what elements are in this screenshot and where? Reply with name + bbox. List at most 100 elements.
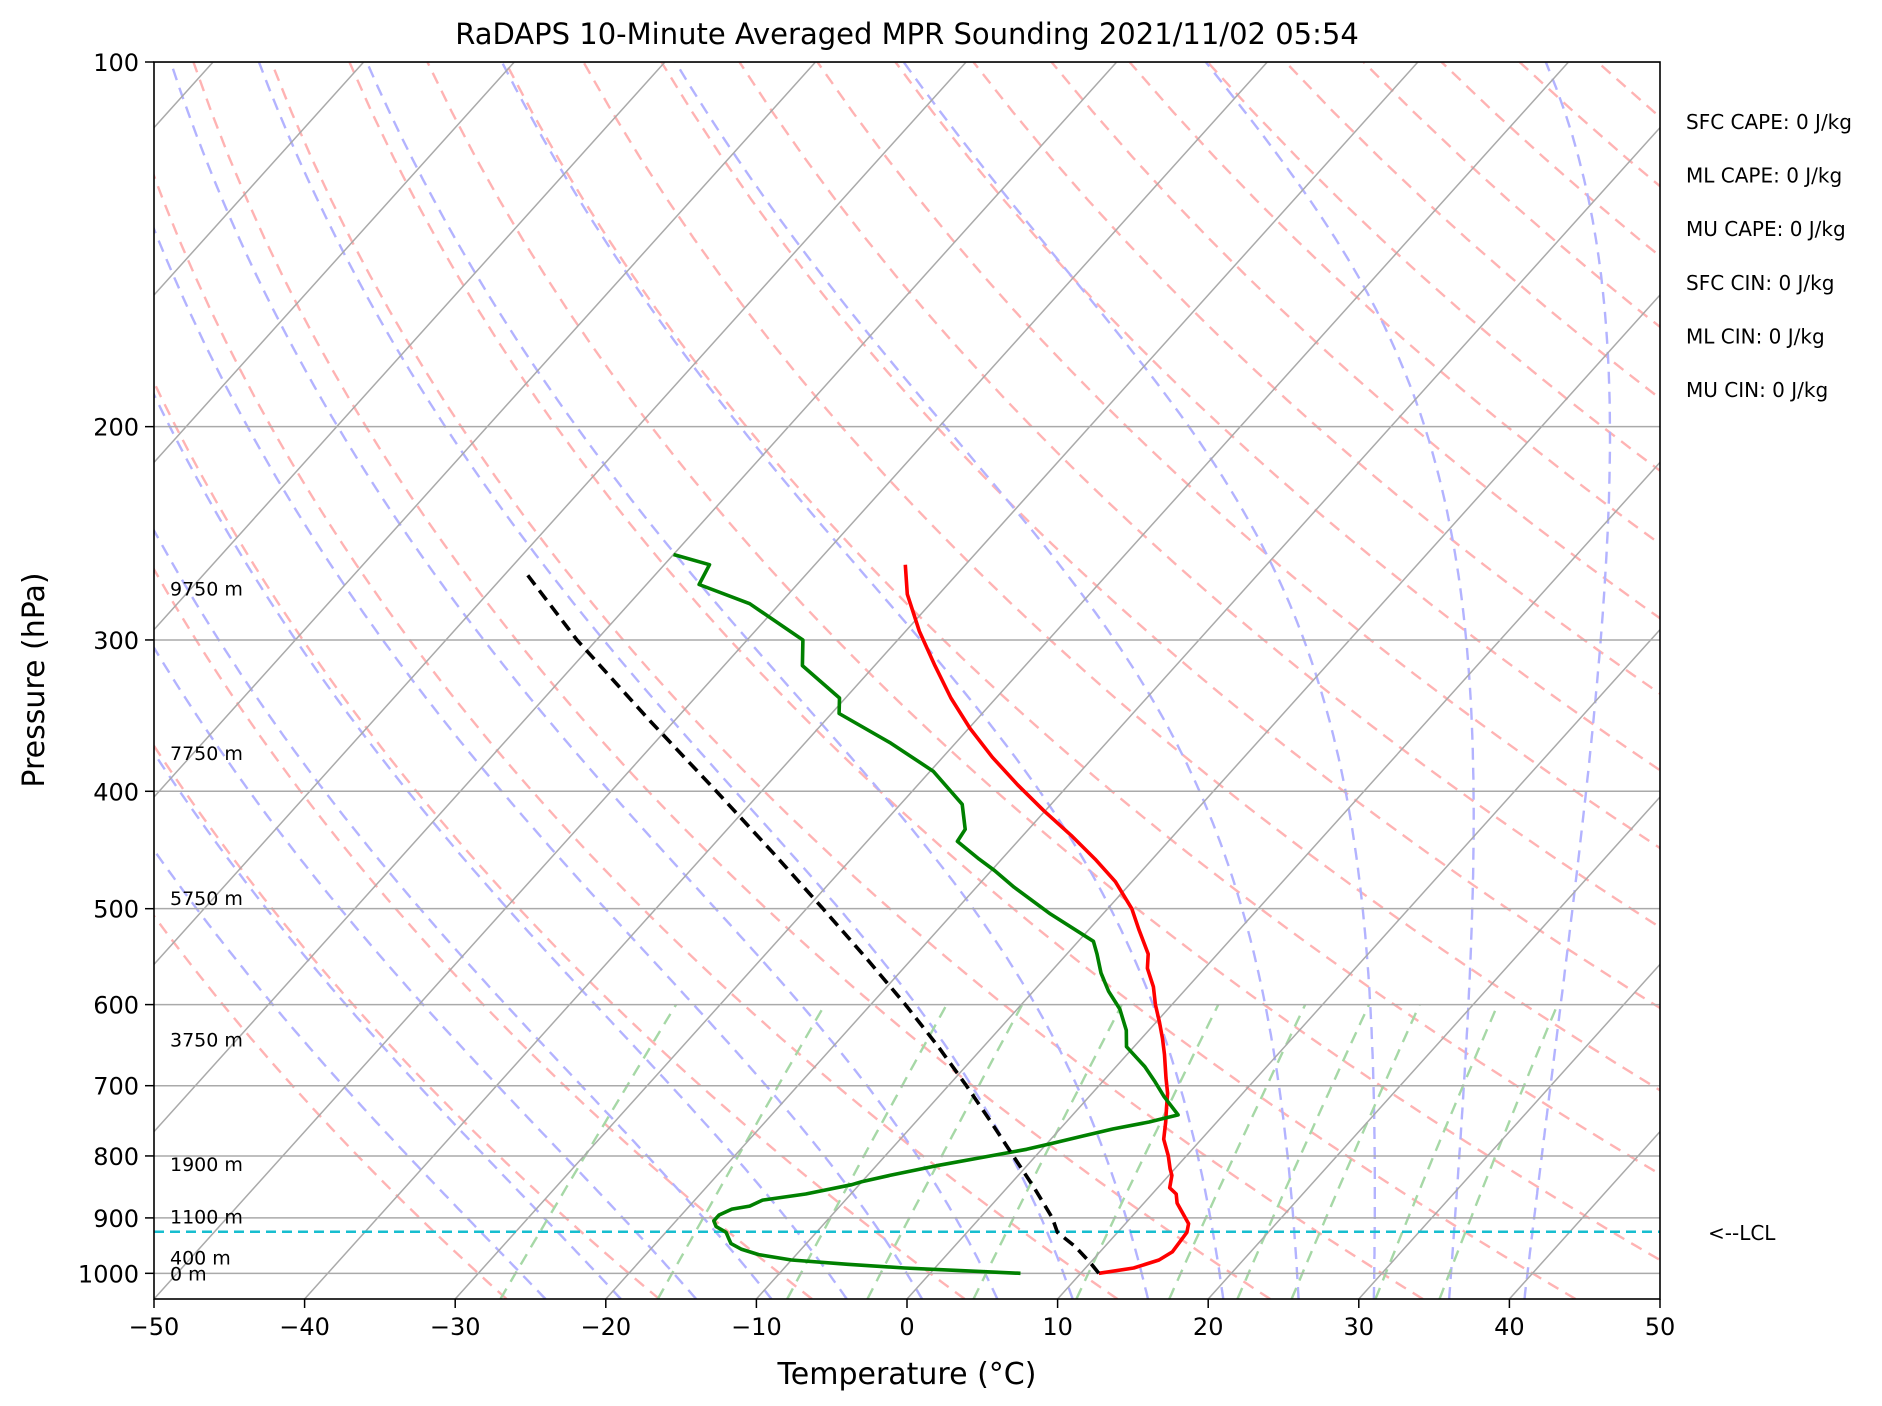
isotherm [1207, 795, 1660, 1299]
mixing-ratio-line [1168, 1004, 1307, 1299]
moist-adiabat [674, 62, 1300, 1299]
isobar-gridlines [154, 62, 1660, 1275]
dry-adiabat [348, 62, 1577, 1299]
dry-adiabat [1128, 62, 1660, 546]
moist-adiabat [365, 62, 1150, 1299]
mixing-ratio-line [972, 1004, 1123, 1299]
y-tick-label: 600 [93, 992, 139, 1020]
height-label: 0 m [170, 1263, 207, 1285]
mixing-ratio-line [1374, 1004, 1499, 1299]
dry-adiabat [1206, 62, 1660, 473]
dry-adiabat [972, 62, 1660, 696]
mixing-ratio-line [866, 1004, 1024, 1299]
x-tick-label: 40 [1494, 1313, 1525, 1341]
stability-index: ML CAPE: 0 J/kg [1686, 164, 1842, 188]
isotherm [154, 62, 817, 799]
y-tick-label: 500 [93, 896, 139, 924]
dry-adiabat [894, 62, 1660, 772]
y-tick-label: 700 [93, 1073, 139, 1101]
x-axis-ticks: −50 −40 −30 −20 −10 0 10 20 30 40 50 [129, 1299, 1676, 1341]
dewpoint-profile [673, 552, 1180, 1276]
stability-index: SFC CIN: 0 J/kg [1686, 271, 1834, 295]
mixing-ratio-line [656, 1004, 826, 1299]
moist-adiabat [169, 62, 999, 1299]
isotherm [1659, 1297, 1660, 1299]
moist-adiabat [154, 225, 924, 1299]
dry-adiabat [154, 379, 966, 1299]
dry-adiabat [1440, 62, 1660, 258]
isotherm [755, 293, 1660, 1299]
mixing-ratio-line [1438, 1004, 1559, 1299]
isotherm [154, 62, 967, 966]
y-tick-label: 400 [93, 778, 139, 806]
height-label: 3750 m [170, 1029, 243, 1051]
moist-adiabat [154, 391, 848, 1299]
stability-index: ML CIN: 0 J/kg [1686, 324, 1825, 348]
dry-adiabat [582, 62, 1660, 1092]
moist-adiabat [257, 62, 1074, 1299]
dry-adiabat [1518, 62, 1660, 188]
stability-index: SFC CAPE: 0 J/kg [1686, 110, 1852, 134]
isotherm [1358, 963, 1660, 1299]
moist-adiabat [1523, 62, 1612, 1299]
moist-adiabat [154, 645, 698, 1299]
isotherm [154, 62, 666, 631]
temperature-profile [903, 564, 1191, 1276]
dry-adiabat [1832, 62, 1882, 1299]
y-tick-label: 100 [93, 49, 139, 77]
isotherm [154, 62, 515, 464]
dry-adiabat [816, 62, 1660, 850]
chart-title: RaDAPS 10-Minute Averaged MPR Sounding 2… [455, 17, 1359, 51]
x-tick-label: 20 [1193, 1313, 1224, 1341]
x-tick-label: 10 [1042, 1313, 1073, 1341]
dry-adiabat [504, 62, 1660, 1176]
dry-adiabat [738, 62, 1660, 929]
isotherms [154, 62, 1660, 1299]
x-tick-label: −20 [580, 1313, 631, 1341]
dry-adiabat [154, 172, 1119, 1299]
isotherm [605, 126, 1660, 1299]
height-label: 7750 m [170, 743, 243, 765]
moist-adiabat [154, 750, 622, 1299]
height-label: 1100 m [170, 1207, 243, 1229]
mixing-ratio-line [786, 1004, 948, 1299]
y-tick-label: 800 [93, 1143, 139, 1171]
mixing-ratio-line [1236, 1004, 1371, 1299]
x-tick-label: 50 [1645, 1313, 1676, 1341]
x-tick-label: −30 [430, 1313, 481, 1341]
x-axis-label: Temperature (°C) [777, 1357, 1037, 1392]
y-axis-ticks: 100 200 300 400 500 600 700 800 900 1000 [78, 49, 154, 1288]
mixing-ratio-lines [499, 1003, 1559, 1299]
stability-index: MU CIN: 0 J/kg [1686, 378, 1828, 402]
stability-indices: SFC CAPE: 0 J/kg ML CAPE: 0 J/kg MU CAPE: … [1686, 110, 1852, 402]
plot-frame [153, 61, 1661, 1300]
moist-adiabat [1204, 62, 1475, 1299]
y-tick-label: 1000 [78, 1260, 139, 1288]
height-label: 400 m [170, 1247, 231, 1269]
moist-adiabat [902, 62, 1376, 1299]
y-tick-label: 200 [93, 414, 139, 442]
moist-adiabat [500, 62, 1225, 1299]
parcel-profile [525, 573, 1101, 1275]
dry-adiabat [1362, 62, 1660, 329]
dry-adiabat [154, 743, 661, 1299]
moist-adiabats [154, 62, 1612, 1299]
chart-background-lines [154, 62, 1882, 1299]
height-label: 5750 m [170, 888, 243, 910]
x-tick-label: 30 [1344, 1313, 1375, 1341]
dry-adiabat [154, 913, 508, 1299]
isotherm [154, 62, 1268, 1299]
moist-adiabat [154, 848, 547, 1299]
mixing-ratio-line [499, 1003, 678, 1299]
isotherm [154, 62, 365, 297]
isotherm [1057, 628, 1660, 1299]
stability-index: MU CAPE: 0 J/kg [1686, 217, 1846, 241]
x-tick-label: 0 [899, 1313, 914, 1341]
isotherm [304, 62, 1419, 1299]
dry-adiabat [660, 62, 1660, 1010]
height-labels: 9750 m 7750 m 5750 m 3750 m 1900 m 1100 m 400 … [170, 578, 243, 1285]
x-tick-label: −40 [279, 1313, 330, 1341]
dry-adiabat [154, 566, 813, 1299]
mixing-ratio-line [1290, 1004, 1421, 1299]
